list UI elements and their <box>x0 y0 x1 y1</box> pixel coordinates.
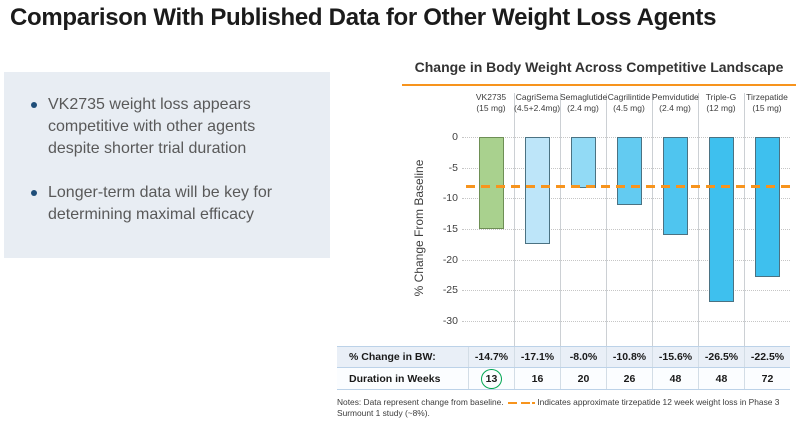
table-cell: 48 <box>652 368 698 389</box>
table-cell: -22.5% <box>744 347 790 367</box>
column-divider <box>744 93 745 346</box>
agent-dose: (12 mg) <box>706 102 736 113</box>
column-header: Pemvidutide (2.4 mg) <box>652 92 699 113</box>
chart-title: Change in Body Weight Across Competitive… <box>414 59 784 75</box>
y-tick-label: -5 <box>448 161 458 174</box>
y-tick-label: -15 <box>442 222 458 235</box>
notes-text-suffix: Indicates approximate tirzepatide 12 wee… <box>337 397 780 418</box>
table-cell: -17.1% <box>514 347 560 367</box>
notes-text-prefix: Notes: Data represent change from baseli… <box>337 397 504 407</box>
agent-name: Cagrilintide <box>607 92 651 102</box>
agent-dose: (2.4 mg) <box>567 102 599 113</box>
column-header: CagriSema (4.5+2.4mg) <box>514 92 560 113</box>
table-cell: 26 <box>606 368 652 389</box>
y-tick-label: 0 <box>452 131 458 143</box>
bar-semaglutide <box>570 137 596 189</box>
column-divider <box>514 93 515 346</box>
column-header: Tirzepatide (15 mg) <box>744 92 790 113</box>
agent-dose: (4.5 mg) <box>613 102 645 113</box>
chart-title-underline <box>402 84 796 86</box>
agent-name: CagriSema <box>515 92 559 102</box>
y-gridline <box>462 228 790 230</box>
y-tick-label: -25 <box>442 284 458 297</box>
agent-name: VK2735 <box>475 92 507 102</box>
agent-dose: (15 mg) <box>476 102 506 113</box>
table-cell: -26.5% <box>698 347 744 367</box>
column-divider <box>652 93 653 346</box>
column-header: Cagrilintide (4.5 mg) <box>606 92 652 113</box>
footnotes: Notes: Data represent change from baseli… <box>337 396 800 419</box>
y-tick-label: -10 <box>442 192 458 205</box>
agent-name: Tirzepatide <box>746 92 788 102</box>
dashed-line-legend-icon <box>506 396 535 407</box>
table-cell: -10.8% <box>606 347 652 367</box>
agent-name: Semaglutide <box>560 92 608 102</box>
column-divider <box>698 93 699 346</box>
highlight-circle: 13 <box>481 368 502 389</box>
bar-cagrisema <box>524 137 550 244</box>
table-cell: 13 <box>468 368 514 389</box>
y-tick-label: -20 <box>442 253 458 266</box>
key-points-panel: VK2735 weight loss appears competitive w… <box>4 72 330 258</box>
table-row: Duration in Weeks 13 16 20 26 48 48 72 <box>337 368 790 390</box>
table-cell: 72 <box>744 368 790 389</box>
row-label: Duration in Weeks <box>349 372 441 385</box>
table-cell: 48 <box>698 368 744 389</box>
agent-dose: (15 mg) <box>752 102 782 113</box>
column-divider <box>560 93 561 346</box>
table-cell: -14.7% <box>468 347 514 367</box>
column-divider <box>606 93 607 346</box>
tirzepatide-12wk-reference-line <box>466 184 790 188</box>
y-gridline <box>462 320 790 322</box>
bar-tirzepatide <box>754 137 780 277</box>
comparison-table: % Change in BW: -14.7% -17.1% -8.0% -10.8% -1… <box>337 346 790 390</box>
table-cell: -15.6% <box>652 347 698 367</box>
agent-name: Triple-G <box>705 92 737 102</box>
key-point-1: VK2735 weight loss appears competitive w… <box>31 94 292 160</box>
y-gridline <box>462 259 790 261</box>
table-cell: -8.0% <box>560 347 606 367</box>
agent-dose: (4.5+2.4mg) <box>514 102 561 113</box>
column-header: VK2735 (15 mg) <box>468 92 514 113</box>
row-label: % Change in BW: <box>349 351 436 363</box>
agent-dose: (2.4 mg) <box>659 102 691 113</box>
table-cell: 16 <box>514 368 560 389</box>
key-points-list: VK2735 weight loss appears competitive w… <box>4 94 330 226</box>
key-point-2: Longer-term data will be key for determi… <box>31 182 292 226</box>
bar-cagrilintide <box>616 137 642 206</box>
agent-name: Pemvidutide <box>652 92 699 102</box>
table-row: % Change in BW: -14.7% -17.1% -8.0% -10.8% -1… <box>337 346 790 368</box>
bar-vk2735 <box>478 137 504 230</box>
y-gridline <box>462 290 790 292</box>
bar-triple-g <box>708 137 734 302</box>
column-header: Triple-G (12 mg) <box>698 92 744 113</box>
y-tick-label: -30 <box>442 314 458 327</box>
column-header: Semaglutide (2.4 mg) <box>560 92 608 113</box>
page-title: Comparison With Published Data for Other… <box>10 4 717 31</box>
table-cell: 20 <box>560 368 606 389</box>
